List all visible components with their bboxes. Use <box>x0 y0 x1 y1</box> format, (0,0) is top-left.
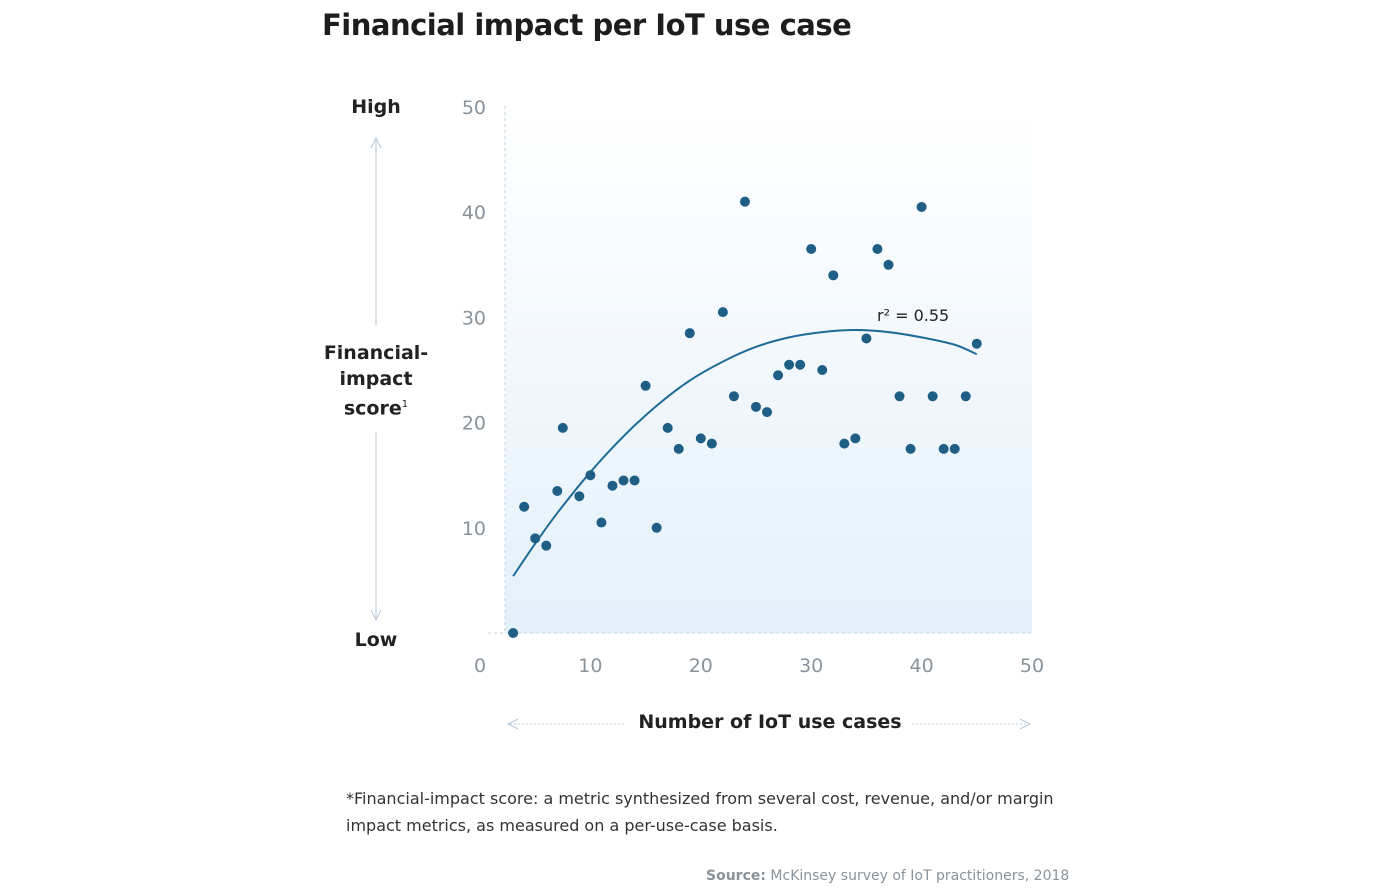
source-prefix: Source: <box>706 868 766 884</box>
y-tick-label: 20 <box>462 413 486 435</box>
data-point <box>662 422 673 433</box>
y-axis-label-line3: score1 <box>316 392 436 421</box>
x-tick-label: 0 <box>474 655 486 677</box>
y-axis-label-line1: Financial- <box>323 342 429 364</box>
footnote: *Financial-impact score: a metric synthe… <box>346 789 1054 835</box>
y-tick-label: 40 <box>462 202 486 224</box>
y-tick-label: 50 <box>462 97 486 119</box>
data-point <box>651 522 662 533</box>
source-text: McKinsey survey of IoT practitioners, 20… <box>765 868 1070 884</box>
data-point <box>530 533 541 544</box>
data-point <box>717 307 728 318</box>
data-point <box>795 359 806 370</box>
data-point <box>850 433 861 444</box>
data-point <box>596 517 607 528</box>
data-point <box>971 338 982 349</box>
right-x-arrow-head <box>1019 718 1032 730</box>
data-point <box>541 540 552 551</box>
data-point <box>927 391 938 402</box>
y-axis-low-label: Low <box>354 629 398 651</box>
data-point <box>762 407 773 418</box>
data-point <box>872 244 883 255</box>
data-point <box>773 370 784 381</box>
data-point <box>508 628 519 638</box>
data-point <box>839 438 850 449</box>
y-tick-labels: 10 20 30 40 50 <box>462 97 486 540</box>
data-points <box>508 196 982 638</box>
data-point <box>916 201 927 212</box>
plot-background <box>505 106 1032 633</box>
y-axis-label-line3-text: score <box>343 397 402 420</box>
data-point <box>751 401 761 412</box>
low-arrow-head <box>370 609 382 622</box>
left-x-arrow-head <box>506 718 519 730</box>
y-tick-label: 30 <box>462 307 486 329</box>
data-point <box>949 443 960 454</box>
data-point <box>585 470 596 481</box>
data-point <box>519 501 530 512</box>
data-point <box>784 359 795 370</box>
y-axis-label-line2: impact <box>339 368 413 390</box>
x-tick-label: 30 <box>799 655 823 677</box>
y-tick-label: 10 <box>462 518 486 540</box>
x-axis-label: Number of IoT use cases <box>638 711 902 733</box>
x-tick-label: 20 <box>689 655 713 677</box>
data-point <box>706 438 717 449</box>
data-point <box>552 485 563 496</box>
x-tick-label: 50 <box>1020 655 1044 677</box>
y-axis-label-footnote-marker: 1 <box>401 399 409 410</box>
scatter-chart: 10 20 30 40 50 0 10 20 30 40 50 r² = 0.55 <box>370 97 1044 730</box>
data-point <box>883 259 894 270</box>
data-point <box>861 333 872 344</box>
data-point <box>673 443 684 454</box>
x-tick-labels: 0 10 20 30 40 50 <box>474 655 1044 677</box>
data-point <box>739 196 750 207</box>
data-point <box>938 443 949 454</box>
data-point <box>695 433 706 444</box>
chart-title: Financial impact per IoT use case <box>322 8 852 42</box>
data-point <box>557 422 568 433</box>
data-point <box>905 443 916 454</box>
data-point <box>894 391 905 402</box>
data-point <box>806 244 817 255</box>
data-point <box>728 391 739 402</box>
data-point <box>629 475 640 486</box>
data-point <box>640 380 651 391</box>
data-point <box>828 270 839 281</box>
data-point <box>607 480 618 491</box>
high-arrow-head <box>370 136 382 149</box>
data-point <box>960 391 971 402</box>
x-tick-label: 40 <box>910 655 934 677</box>
trend-line <box>512 329 978 577</box>
y-axis-label: Financial- impact score1 <box>316 340 436 421</box>
r-squared-annotation: r² = 0.55 <box>877 306 949 325</box>
x-tick-label: 10 <box>578 655 602 677</box>
data-point <box>817 365 828 375</box>
data-point <box>574 491 585 502</box>
y-axis-high-label: High <box>351 96 401 118</box>
source-line: Source: McKinsey survey of IoT practitio… <box>706 868 1069 884</box>
data-point <box>684 328 695 339</box>
data-point <box>618 475 629 486</box>
